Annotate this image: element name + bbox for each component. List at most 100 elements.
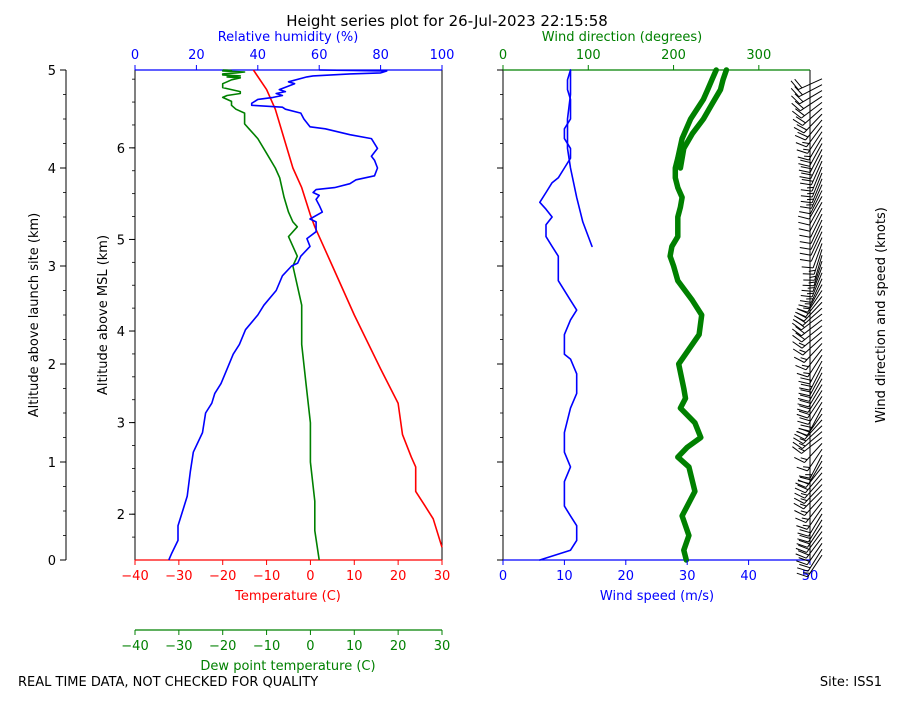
wind-barb-flag (800, 418, 811, 421)
msl-tick-label: 5 (117, 233, 125, 248)
agl-tick-label: 4 (48, 162, 56, 177)
series-line-wind_dir (670, 70, 716, 560)
temperature-tick-label: 10 (346, 569, 363, 584)
temperature-tick-label: −10 (253, 569, 280, 584)
wind-barb-flag (796, 554, 807, 558)
wind-barb-flag (797, 414, 808, 418)
agl-tick-label: 0 (48, 554, 56, 569)
wind-barb-flag (795, 312, 806, 317)
msl-tick-label: 2 (117, 508, 125, 523)
wind-barb-flag (794, 503, 804, 509)
wind-barb-flag (799, 443, 805, 446)
wind-barb-flag (807, 199, 814, 200)
wind-barb-flag (796, 432, 807, 436)
wind-barb-flag (802, 365, 809, 366)
wind-barb-flag (799, 212, 810, 214)
msl-tick-label: 3 (117, 417, 125, 432)
wind-barb-flag (807, 193, 814, 194)
wind-barb-flag (793, 349, 803, 355)
dewpoint-tick-label: 20 (390, 639, 407, 654)
wind-barb-shaft (809, 202, 822, 225)
wind-speed-tick-label: 30 (679, 569, 696, 584)
wind-barb-flag (799, 564, 810, 567)
wind-barb-shaft (811, 226, 822, 250)
dewpoint-axis-label: Dew point temperature (C) (200, 659, 375, 674)
wind-barb-flag (797, 309, 808, 313)
series-line-wind_dir (680, 70, 726, 168)
quality-disclaimer: REAL TIME DATA, NOT CHECKED FOR QUALITY (18, 675, 318, 690)
wind-barb-flag (801, 458, 808, 460)
wind-speed-tick-label: 0 (499, 569, 507, 584)
wind-barb-flag (800, 530, 811, 533)
wind-barb-flag (800, 504, 806, 506)
temperature-tick-label: −20 (209, 569, 236, 584)
wind-barb-shaft (807, 414, 822, 435)
wind-barb-flag (801, 494, 808, 496)
wind-barb-flag (802, 267, 813, 268)
wind-barb-flag (799, 429, 810, 432)
wind-barb-flag (799, 305, 810, 308)
series-line-dewpoint (223, 70, 320, 560)
wind-speed-tick-label: 20 (618, 569, 635, 584)
wind-barb-flag (803, 525, 810, 526)
dewpoint-tick-label: 10 (346, 639, 363, 654)
series-line-wind_speed (540, 70, 577, 560)
wind-barb-flag (797, 373, 808, 377)
wind-direction-tick-label: 200 (661, 48, 686, 63)
dewpoint-tick-label: 0 (306, 639, 314, 654)
wind-barb-flag (799, 229, 810, 232)
wind-direction-axis-label: Wind direction (degrees) (542, 30, 702, 45)
wind-barb-flag (799, 170, 810, 172)
msl-tick-label: 6 (117, 142, 125, 157)
wind-barb-flag (795, 135, 805, 140)
wind-barb-flag (800, 242, 811, 244)
wind-barb-flag (798, 222, 809, 225)
wind-barb-flag (802, 290, 813, 291)
dewpoint-tick-label: −40 (121, 639, 148, 654)
wind-barb-flag (797, 467, 808, 471)
wind-barb-flag (802, 142, 809, 143)
wind-direction-tick-label: 0 (499, 48, 507, 63)
wind-barb-flag (798, 216, 809, 219)
agl-axis-label: Altitude above launch site (km) (27, 213, 42, 417)
wind-barb-flag (798, 157, 809, 160)
humidity-tick-label: 20 (188, 48, 205, 63)
temperature-tick-label: 0 (306, 569, 314, 584)
humidity-tick-label: 100 (430, 48, 455, 63)
agl-tick-label: 1 (48, 456, 56, 471)
temperature-axis-label: Temperature (C) (234, 589, 341, 604)
agl-tick-label: 2 (48, 358, 56, 373)
wind-barb-flag (793, 342, 802, 349)
wind-barb-flag (803, 373, 810, 374)
wind-barb-flag (802, 518, 809, 519)
wind-barb-flag (800, 177, 811, 179)
wind-barbs-group (791, 79, 822, 577)
wind-barb-flag (797, 421, 808, 424)
wind-barb-flag (797, 150, 808, 154)
wind-barb-flag (801, 173, 812, 175)
temperature-tick-label: 20 (390, 569, 407, 584)
humidity-tick-label: 0 (131, 48, 139, 63)
agl-tick-label: 5 (48, 64, 56, 79)
site-label: Site: ISS1 (820, 675, 882, 690)
wind-barb-flag (798, 164, 809, 167)
wind-barb-flag (795, 434, 805, 439)
wind-barb-flag (803, 274, 814, 275)
thermo-plot-frame (135, 70, 442, 560)
wind-barb-shaft (811, 232, 822, 256)
humidity-axis-label: Relative humidity (%) (218, 30, 359, 45)
temperature-tick-label: −30 (165, 569, 192, 584)
wind-barb-flag (801, 358, 808, 360)
figure-title: Height series plot for 26-Jul-2023 22:15… (286, 12, 608, 30)
wind-barb-flag (798, 533, 809, 536)
humidity-tick-label: 40 (250, 48, 267, 63)
humidity-tick-label: 60 (311, 48, 328, 63)
wind-barb-flag (799, 381, 810, 384)
wind-direction-tick-label: 300 (746, 48, 771, 63)
wind-barb-flag (801, 499, 807, 501)
